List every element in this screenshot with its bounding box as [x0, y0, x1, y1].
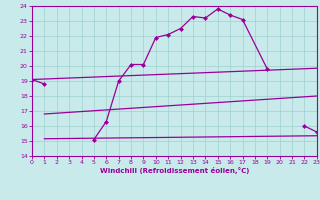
- X-axis label: Windchill (Refroidissement éolien,°C): Windchill (Refroidissement éolien,°C): [100, 167, 249, 174]
